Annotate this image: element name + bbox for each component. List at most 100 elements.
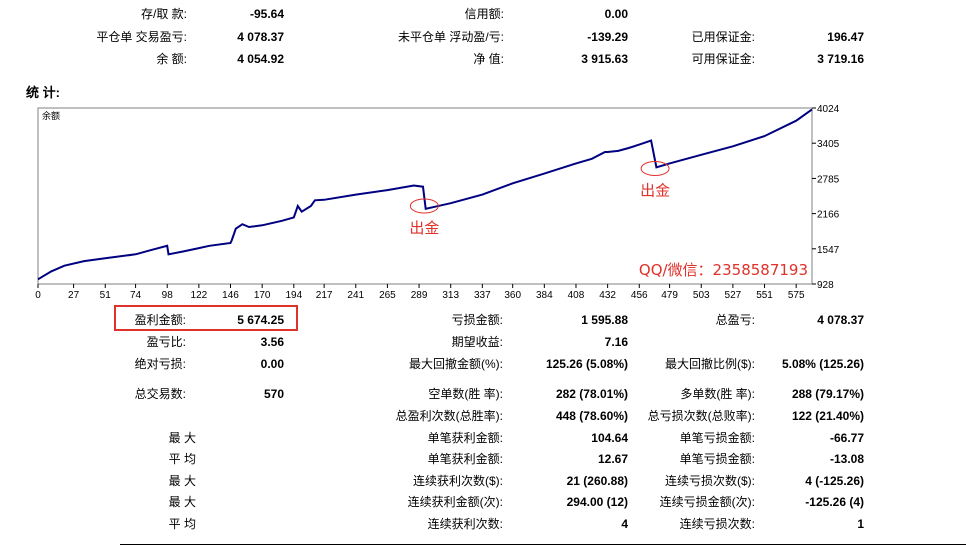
x-tick-label: 337 [474, 290, 491, 301]
bottom-divider [120, 544, 966, 545]
x-tick-label: 51 [100, 290, 112, 301]
x-tick-label: 0 [35, 290, 41, 301]
margin-value: 196.47 [827, 30, 864, 44]
x-tick-label: 265 [379, 290, 396, 301]
gross-profit-value: 5 674.25 [237, 313, 284, 327]
floating-pl-label: 未平仓单 浮动盈/亏: [397, 30, 504, 44]
balance-chart-svg: 4024 3405 2785 2166 1547 928 0 27 51 74 98 122 146 17… [35, 104, 840, 301]
total-net-label: 总盈亏: [715, 313, 755, 327]
short-trades-label: 空单数(胜 率): [428, 387, 503, 401]
y-tick-label: 928 [817, 280, 834, 291]
long-trades-label: 多单数(胜 率): [680, 387, 755, 401]
x-tick-label: 360 [504, 290, 521, 301]
x-tick-label: 289 [411, 290, 428, 301]
largest-row-label: 最 大 [168, 431, 196, 445]
gross-loss-label: 亏损金额: [451, 313, 503, 327]
profit-factor-label: 盈亏比: [146, 335, 186, 349]
abs-drawdown-label: 绝对亏损: [134, 357, 186, 371]
profit-factor-value: 3.56 [260, 335, 284, 349]
legend-label: 余额 [42, 110, 60, 121]
x-tick-label: 575 [788, 290, 805, 301]
y-tick-label: 1547 [817, 245, 840, 256]
gross-profit-label: 盈利金额: [134, 313, 186, 327]
max-drawdown-label: 最大回撤金额(%): [409, 357, 503, 371]
rel-drawdown-value: 5.08% (125.26) [781, 357, 864, 371]
max-consec-loss-value: -125.26 (4) [805, 495, 864, 509]
balance-value: 4 054.92 [237, 52, 284, 66]
x-tick-label: 384 [536, 290, 553, 301]
withdrawal-marker [409, 198, 439, 214]
max-consec-losses-value: 4 (-125.26) [805, 474, 864, 488]
x-tick-label: 241 [347, 290, 364, 301]
deposit-withdraw-label: 存/取 款: [140, 7, 187, 21]
credit-label: 信用额: [464, 7, 504, 21]
largest-loss-value: -66.77 [829, 431, 864, 445]
closed-pl-value: 4 078.37 [237, 30, 284, 44]
equity-label: 净 值: [473, 52, 504, 66]
x-tick-label: 503 [693, 290, 710, 301]
total-net-value: 4 078.37 [817, 313, 864, 327]
largest-profit-value: 104.64 [591, 431, 628, 445]
x-tick-label: 27 [68, 290, 80, 301]
max-consec-profit-label: 连续获利金额(次): [407, 495, 503, 509]
free-margin-label: 可用保证金: [691, 52, 755, 66]
rel-drawdown-label: 最大回撤比例($): [664, 357, 755, 371]
expected-payoff-value: 7.16 [604, 335, 628, 349]
profit-trades-value: 448 (78.60%) [555, 409, 628, 423]
expected-payoff-label: 期望收益: [451, 335, 503, 349]
loss-trades-label: 总亏损次数(总败率): [647, 409, 755, 423]
avg-consec-losses-label: 连续亏损次数: [679, 517, 755, 531]
average-row-label: 平 均 [168, 452, 196, 466]
y-tick-label: 4024 [817, 104, 840, 115]
balance-line [37, 108, 813, 281]
avg-profit-value: 12.67 [597, 452, 628, 466]
max-consec-wins-label: 连续获利次数($): [412, 474, 503, 488]
withdrawal-marker [640, 160, 670, 176]
balance-chart: 4024 3405 2785 2166 1547 928 0 27 51 74 98 122 146 17… [0, 100, 966, 305]
max-consec-wins-value: 21 (260.88) [566, 474, 628, 488]
largest-loss-label: 单笔亏损金额: [679, 431, 755, 445]
equity-value: 3 915.63 [581, 52, 628, 66]
avg-consec-wins-value: 4 [621, 517, 628, 531]
withdrawal-annotation: 出金 [640, 181, 670, 199]
x-tick-label: 313 [442, 290, 459, 301]
long-trades-value: 288 (79.17%) [791, 387, 864, 401]
balance-label: 余 额: [156, 52, 187, 66]
profit-trades-label: 总盈利次数(总胜率): [395, 409, 503, 423]
short-trades-value: 282 (78.01%) [555, 387, 628, 401]
x-tick-label: 432 [599, 290, 616, 301]
x-tick-label: 122 [191, 290, 208, 301]
x-tick-label: 98 [162, 290, 174, 301]
stats-title: 统 计: [26, 85, 60, 100]
max-consec-loss-label: 连续亏损金额(次): [659, 495, 755, 509]
loss-trades-value: 122 (21.40%) [791, 409, 864, 423]
avg-consec-wins-label: 连续获利次数: [427, 517, 503, 531]
withdrawal-annotation: 出金 [409, 219, 439, 237]
x-tick-label: 456 [631, 290, 648, 301]
y-tick-label: 2785 [817, 174, 840, 185]
gross-loss-value: 1 595.88 [581, 313, 628, 327]
total-trades-label: 总交易数: [134, 387, 186, 401]
avg-consec-losses-value: 1 [857, 517, 864, 531]
deposit-withdraw-value: -95.64 [249, 7, 284, 21]
margin-label: 已用保证金: [691, 30, 755, 44]
credit-value: 0.00 [604, 7, 628, 21]
x-tick-label: 217 [316, 290, 333, 301]
avg-loss-label: 单笔亏损金额: [679, 452, 755, 466]
max-consec-amount-row-label: 最 大 [168, 495, 196, 509]
floating-pl-value: -139.29 [587, 30, 628, 44]
x-tick-label: 194 [285, 290, 302, 301]
free-margin-value: 3 719.16 [817, 52, 864, 66]
x-tick-label: 479 [661, 290, 678, 301]
x-tick-label: 527 [725, 290, 742, 301]
total-trades-value: 570 [263, 387, 284, 401]
y-tick-label: 2166 [817, 210, 840, 221]
contact-watermark: QQ/微信：2358587193 [639, 261, 808, 279]
x-tick-label: 74 [130, 290, 142, 301]
x-tick-label: 146 [222, 290, 239, 301]
closed-pl-label: 平仓单 交易盈亏: [96, 30, 187, 44]
avg-loss-value: -13.08 [829, 452, 864, 466]
max-consec-profit-value: 294.00 (12) [566, 495, 628, 509]
avg-consec-row-label: 平 均 [168, 517, 196, 531]
y-tick-label: 3405 [817, 139, 840, 150]
